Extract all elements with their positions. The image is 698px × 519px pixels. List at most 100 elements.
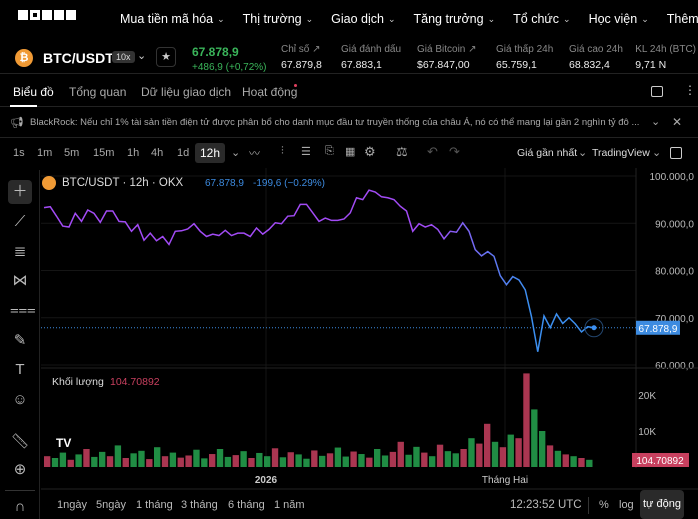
undo-icon[interactable]: ↶ bbox=[427, 144, 438, 159]
range-button[interactable]: 3 tháng bbox=[181, 499, 218, 511]
price-tick-label: 60.000,0 bbox=[655, 361, 694, 372]
top-nav: Mua tiền mã hóa ⌄ Thị trường ⌄ Giao dịch ⌄ Tăn… bbox=[0, 0, 698, 38]
news-banner[interactable]: 📢︎ BlackRock: Nếu chỉ 1% tài sản tiền đi… bbox=[0, 108, 698, 138]
pair-name[interactable]: BTC/USDT bbox=[43, 50, 114, 66]
emoji-icon[interactable]: ☺ bbox=[12, 391, 28, 408]
brush-icon[interactable]: ✎ bbox=[13, 332, 27, 349]
price-tick-label: 100.000,0 bbox=[650, 172, 695, 183]
fib-icon[interactable]: ⩶ bbox=[10, 301, 36, 318]
volume-bar bbox=[381, 455, 389, 467]
volume-tick-label: 10K bbox=[638, 427, 656, 438]
horizontal-lines-icon[interactable]: ≣ bbox=[13, 243, 27, 260]
volume-bar bbox=[515, 438, 522, 467]
volume-bar bbox=[75, 454, 82, 467]
indicators-icon[interactable]: ⫶ bbox=[281, 145, 284, 157]
interval-1h[interactable]: 1h bbox=[127, 147, 140, 159]
volume-bar bbox=[287, 452, 294, 467]
nav-item[interactable]: Tổ chức ⌄ bbox=[513, 12, 570, 26]
nav-item[interactable]: Mua tiền mã hóa ⌄ bbox=[120, 12, 225, 26]
okx-logo[interactable] bbox=[18, 10, 82, 28]
range-button[interactable]: 6 tháng bbox=[228, 499, 265, 511]
interval-4h[interactable]: 4h bbox=[151, 147, 164, 159]
nav-item[interactable]: Tăng trưởng ⌄ bbox=[414, 12, 496, 26]
fullscreen-icon[interactable] bbox=[651, 86, 663, 97]
volume-bar bbox=[44, 456, 51, 467]
volume-bar bbox=[460, 449, 467, 467]
range-button[interactable]: 5ngày bbox=[96, 499, 126, 511]
tab-trading-data[interactable]: Dữ liệu giao dịch bbox=[141, 85, 232, 99]
close-icon[interactable]: ✕ bbox=[672, 115, 683, 129]
drawing-tools: ＋ ⟋ ≣ ⋈ ⩶ ✎ T ☺ 📏︎ ⊕ ∩ bbox=[0, 170, 40, 519]
volume-bar bbox=[146, 459, 153, 467]
volume-bar bbox=[138, 450, 145, 467]
price-tick-label: 80.000,0 bbox=[655, 267, 694, 278]
chart-view-dropdown[interactable]: TradingView bbox=[592, 147, 650, 159]
range-button[interactable]: 1 năm bbox=[274, 499, 305, 511]
more-icon[interactable]: ⋮ bbox=[684, 83, 696, 97]
chevron-down-icon[interactable]: ⌄ bbox=[651, 116, 661, 128]
interval-1d[interactable]: 1d bbox=[177, 147, 190, 159]
volume-bar bbox=[232, 455, 239, 467]
expand-icon[interactable] bbox=[670, 147, 682, 159]
calendar-icon[interactable]: ▦ bbox=[345, 146, 356, 158]
volume-bar bbox=[429, 456, 436, 467]
log-toggle[interactable]: log bbox=[619, 499, 634, 511]
tab-activity[interactable]: Hoạt động bbox=[242, 85, 298, 99]
stat-label: Giá thấp 24h bbox=[496, 44, 554, 55]
interval-5m[interactable]: 5m bbox=[64, 147, 80, 159]
chevron-down-icon[interactable]: ⌄ bbox=[652, 147, 662, 159]
volume-bar bbox=[185, 455, 192, 467]
interval-12h[interactable]: 12h bbox=[195, 143, 226, 163]
volume-label: Khối lượng bbox=[52, 376, 104, 388]
list-icon[interactable]: ☰ bbox=[301, 146, 311, 158]
interval-1s[interactable]: 1s bbox=[13, 147, 25, 159]
stat-label[interactable]: Chỉ số ↗ bbox=[281, 44, 321, 55]
trend-line-icon[interactable]: ⟋ bbox=[14, 213, 26, 230]
price-chart[interactable]: 100.000,0 90.000,0 80.000,0 70.000,0 60.000,… bbox=[41, 168, 698, 490]
line-chart-type-icon[interactable]: 〰 bbox=[249, 148, 260, 160]
chevron-down-icon[interactable]: ⌄ bbox=[578, 147, 588, 159]
range-button[interactable]: 1 tháng bbox=[136, 499, 173, 511]
balance-icon[interactable]: ⚖ bbox=[396, 144, 408, 159]
alert-icon[interactable]: ⎘ bbox=[325, 145, 334, 157]
ruler-icon[interactable]: 📏︎ bbox=[10, 433, 30, 450]
stat-label: Giá cao 24h bbox=[569, 44, 623, 55]
megaphone-icon: 📢︎ bbox=[10, 117, 24, 129]
last-price-badge bbox=[636, 320, 680, 335]
news-text[interactable]: BlackRock: Nếu chỉ 1% tài sản tiền điện … bbox=[30, 117, 640, 128]
gear-icon[interactable]: ⚙ bbox=[364, 144, 376, 159]
chevron-down-icon[interactable]: ⌄ bbox=[137, 50, 147, 62]
star-favorite-icon[interactable]: ★ bbox=[156, 47, 176, 67]
bitcoin-icon bbox=[42, 176, 56, 190]
notification-dot bbox=[294, 84, 297, 87]
percent-toggle[interactable]: % bbox=[599, 499, 609, 511]
volume-bar bbox=[295, 454, 302, 467]
zoom-in-icon[interactable]: ⊕ bbox=[13, 461, 27, 478]
nav-item[interactable]: Giao dịch ⌄ bbox=[331, 12, 395, 26]
chevron-down-icon[interactable]: ⌄ bbox=[231, 147, 241, 159]
auto-scale-toggle[interactable]: tự động bbox=[640, 490, 684, 519]
tab-overview[interactable]: Tổng quan bbox=[69, 85, 127, 99]
nav-item[interactable]: Thêm⌄ bbox=[667, 12, 698, 26]
volume-bar bbox=[476, 443, 483, 467]
nav-item[interactable]: Thị trường ⌄ bbox=[243, 12, 314, 26]
text-icon[interactable]: T bbox=[15, 361, 25, 378]
crosshair-icon[interactable]: ＋ bbox=[8, 180, 32, 204]
nav-item[interactable]: Học viện ⌄ bbox=[589, 12, 649, 26]
range-button[interactable]: 1ngày bbox=[57, 499, 87, 511]
volume-bar bbox=[523, 373, 530, 467]
pattern-icon[interactable]: ⋈ bbox=[12, 272, 28, 289]
magnet-icon[interactable]: ∩ bbox=[14, 498, 26, 515]
stat-label[interactable]: Giá Bitcoin ↗ bbox=[417, 44, 477, 55]
interval-15m[interactable]: 15m bbox=[93, 147, 115, 159]
stat-value: 65.759,1 bbox=[496, 59, 537, 71]
volume-bar bbox=[209, 454, 216, 467]
volume-bar bbox=[546, 445, 554, 467]
volume-bar bbox=[91, 456, 98, 467]
interval-1m[interactable]: 1m bbox=[37, 147, 53, 159]
price-type-dropdown[interactable]: Giá gần nhất bbox=[517, 147, 578, 159]
volume-badge bbox=[632, 453, 689, 467]
tab-chart[interactable]: Biểu đồ bbox=[13, 85, 54, 99]
redo-icon[interactable]: ↷ bbox=[449, 144, 460, 159]
volume-bar bbox=[350, 451, 357, 467]
